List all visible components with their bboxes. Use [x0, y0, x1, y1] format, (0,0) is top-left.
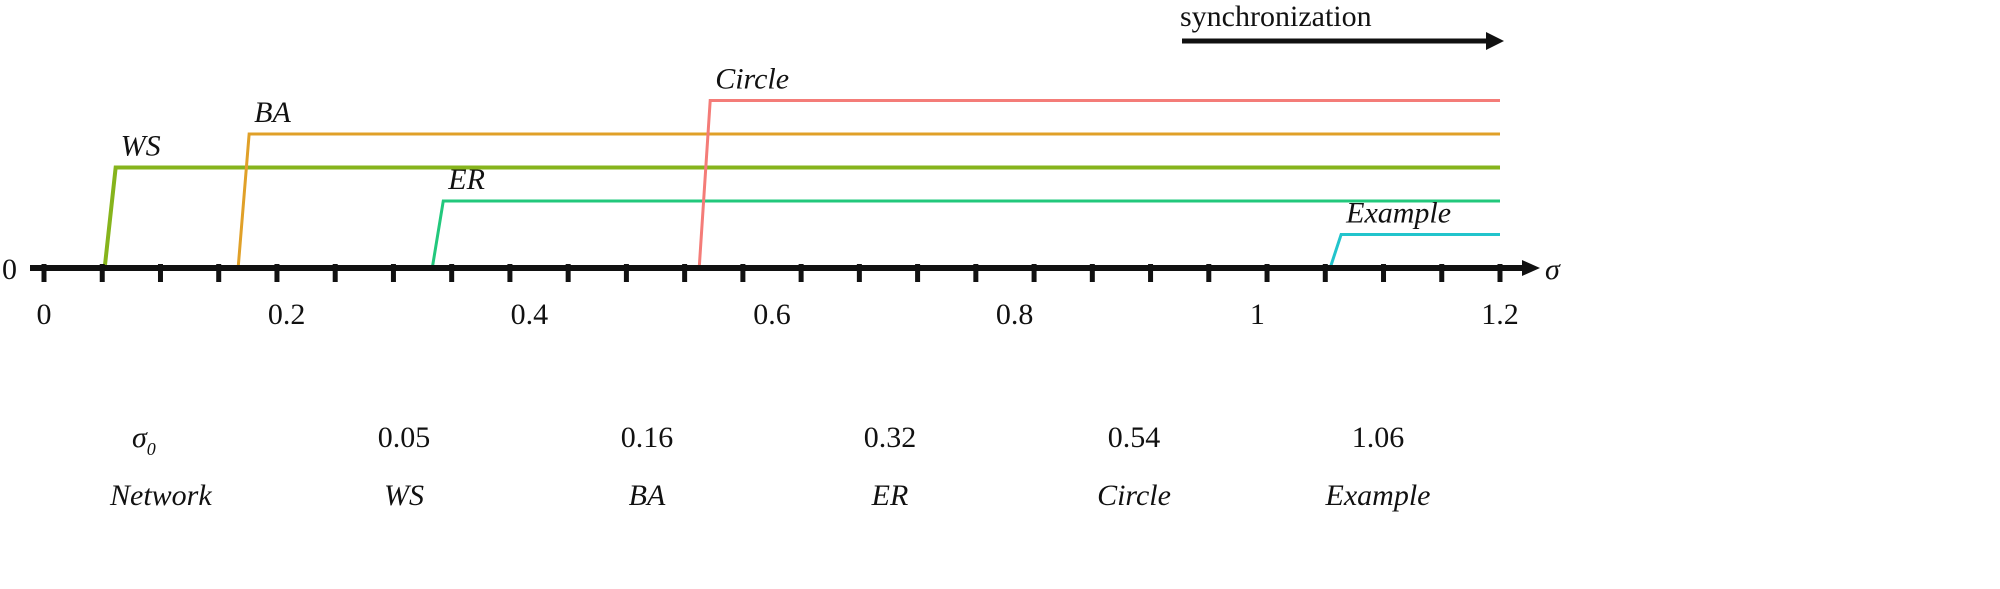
series-line-example	[1328, 233, 1500, 269]
x-axis-label: σ	[1545, 253, 1561, 286]
synchronization-label: synchronization	[1180, 0, 1372, 33]
x-tick-label: 0.2	[268, 298, 306, 331]
x-axis-arrowhead	[1522, 260, 1540, 276]
network-name: Example	[1325, 479, 1431, 512]
x-tick-label: 1	[1250, 298, 1265, 331]
series-label-ba: BA	[254, 96, 291, 129]
x-tick-label: 0.8	[996, 298, 1034, 331]
network-name: BA	[629, 479, 666, 512]
series-label-er: ER	[447, 163, 485, 196]
threshold-value: 0.05	[378, 421, 431, 454]
series-line-ba	[236, 132, 1500, 269]
series-line-ws	[102, 165, 1500, 269]
network-name: WS	[384, 479, 424, 512]
threshold-value: 0.16	[621, 421, 674, 454]
x-tick-label: 0.4	[511, 298, 549, 331]
threshold-value: 1.06	[1352, 421, 1405, 454]
x-tick-label: 0.6	[753, 298, 791, 331]
series-label-circle: Circle	[715, 63, 789, 96]
y-zero-label: 0	[2, 253, 17, 286]
series-line-circle	[697, 99, 1500, 269]
synchronization-arrowhead-icon	[1486, 32, 1504, 50]
network-header: Network	[109, 479, 212, 512]
x-tick-label: 1.2	[1481, 298, 1519, 331]
series-line-er	[430, 199, 1500, 269]
threshold-value: 0.32	[864, 421, 917, 454]
network-name: ER	[871, 479, 909, 512]
network-name: Circle	[1097, 479, 1171, 512]
threshold-value: 0.54	[1108, 421, 1161, 454]
series-label-example: Example	[1345, 197, 1451, 230]
series-label-ws: WS	[121, 130, 161, 163]
sigma-zero-header: σ0	[132, 421, 156, 459]
x-tick-label: 0	[37, 298, 52, 331]
